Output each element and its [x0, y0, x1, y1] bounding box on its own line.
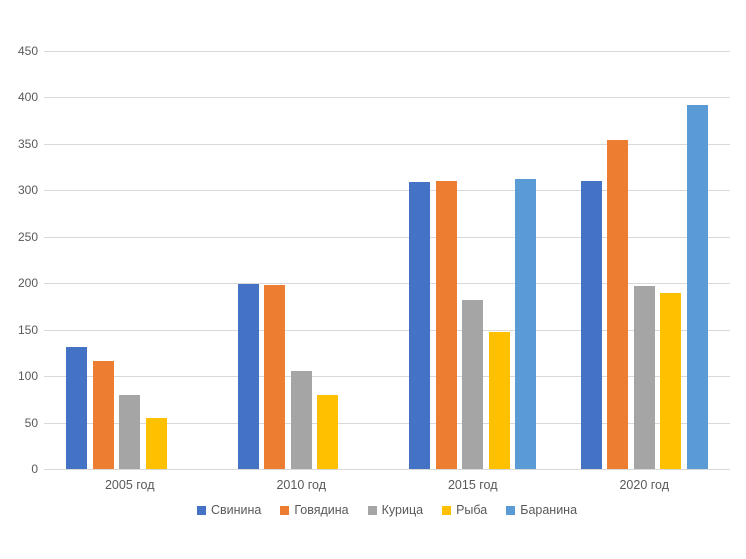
bar-Баранина-2020 год	[686, 104, 708, 469]
gridline-350	[44, 143, 730, 145]
legend-label: Курица	[381, 503, 424, 517]
legend-label: Баранина	[520, 503, 578, 517]
legend-marker-icon	[280, 505, 290, 515]
y-tick-label: 350	[17, 136, 38, 151]
y-tick-label: 200	[17, 276, 38, 291]
gridline-300	[44, 190, 730, 192]
y-tick-label: 250	[17, 229, 38, 244]
y-tick-label: 50	[24, 415, 38, 430]
bar-Говядина-2015 год	[435, 181, 457, 469]
legend-item-Курица: Курица	[367, 503, 424, 517]
y-tick-label: 0	[31, 462, 38, 476]
gridline-50	[44, 422, 730, 424]
legend-item-Рыба: Рыба	[442, 503, 487, 517]
bar-Курица-2015 год	[462, 299, 484, 469]
legend-marker-icon	[367, 505, 377, 515]
y-tick-label: 150	[17, 322, 38, 337]
x-tick-label: 2015 год	[447, 478, 498, 492]
legend-item-Свинина: Свинина	[196, 503, 262, 517]
gridline-0	[44, 469, 730, 470]
gridline-150	[44, 329, 730, 331]
legend-label: Говядина	[294, 503, 349, 517]
bar-Говядина-2010 год	[264, 285, 286, 469]
bar-Рыба-2005 год	[145, 417, 167, 469]
legend-label: Рыба	[456, 503, 488, 517]
legend-item-Говядина: Говядина	[280, 503, 349, 517]
legend-label: Свинина	[210, 503, 262, 517]
gridline-450	[44, 51, 730, 52]
gridline-400	[44, 97, 730, 99]
x-tick-label: 2005 год	[104, 478, 155, 492]
y-tick-label: 100	[17, 369, 38, 384]
x-tick-label: 2020 год	[619, 478, 670, 492]
x-tick-label: 2010 год	[276, 478, 327, 492]
bar-Свинина-2005 год	[66, 347, 88, 469]
bar-Курица-2005 год	[119, 394, 141, 469]
bar-Говядина-2020 год	[607, 140, 629, 469]
bar-Баранина-2015 год	[515, 179, 537, 469]
gridline-250	[44, 236, 730, 238]
legend-marker-icon	[442, 505, 452, 515]
bar-Свинина-2010 год	[237, 284, 259, 469]
bar-Свинина-2020 год	[580, 181, 602, 469]
bar-Свинина-2015 год	[409, 181, 431, 469]
legend: Свинина Говядина Курица Рыба Баранина	[44, 503, 730, 517]
gridline-100	[44, 376, 730, 378]
legend-item-Баранина: Баранина	[506, 503, 577, 517]
y-tick-label: 400	[17, 90, 38, 105]
plot-area	[44, 51, 730, 470]
bar-Рыба-2020 год	[660, 292, 682, 469]
legend-marker-icon	[196, 505, 206, 515]
legend-marker-icon	[506, 505, 516, 515]
bar-Говядина-2005 год	[92, 361, 114, 469]
y-tick-label: 300	[17, 183, 38, 198]
bar-Рыба-2010 год	[317, 394, 339, 469]
bar-Рыба-2015 год	[488, 332, 510, 469]
bar-Курица-2020 год	[633, 286, 655, 469]
bar-Курица-2010 год	[290, 371, 312, 469]
y-tick-label: 450	[17, 44, 38, 58]
gridline-200	[44, 283, 730, 285]
